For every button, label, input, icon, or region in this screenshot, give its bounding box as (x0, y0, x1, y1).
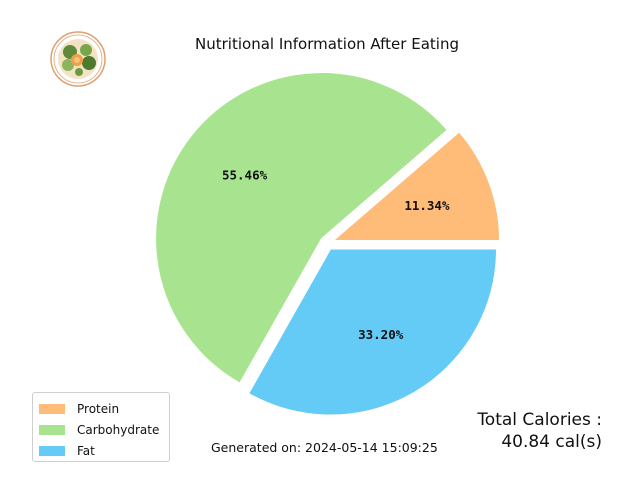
slice-label-protein: 11.34% (404, 198, 450, 213)
legend-swatch-protein (39, 403, 65, 414)
legend-item-carbohydrate: Carbohydrate (39, 419, 163, 440)
legend-swatch-carbohydrate (39, 424, 65, 435)
pie-slices (155, 72, 501, 416)
legend-label: Protein (77, 401, 120, 416)
legend-item-fat: Fat (39, 440, 163, 461)
total-calories-value: 40.84 cal(s) (501, 432, 602, 452)
salad-bowl-icon (46, 30, 110, 88)
total-calories-label: Total Calories : (477, 410, 602, 430)
pie-labels: 11.34% 55.46% 33.20% (222, 167, 450, 342)
legend-label: Carbohydrate (77, 422, 160, 437)
pie-slice-carbohydrate (155, 72, 448, 384)
pie-slice-fat (248, 248, 498, 416)
legend-swatch-fat (39, 445, 65, 456)
legend: Protein Carbohydrate Fat (32, 392, 170, 462)
slice-label-fat: 33.20% (358, 327, 404, 342)
chart-title: Nutritional Information After Eating (195, 35, 459, 53)
slice-label-carbohydrate: 55.46% (222, 167, 268, 182)
legend-item-protein: Protein (39, 398, 163, 419)
legend-label: Fat (77, 443, 95, 458)
pie-slice-protein (332, 131, 501, 242)
total-calories: Total Calories : 40.84 cal(s) (477, 409, 602, 453)
generated-timestamp: Generated on: 2024-05-14 15:09:25 (211, 440, 438, 455)
